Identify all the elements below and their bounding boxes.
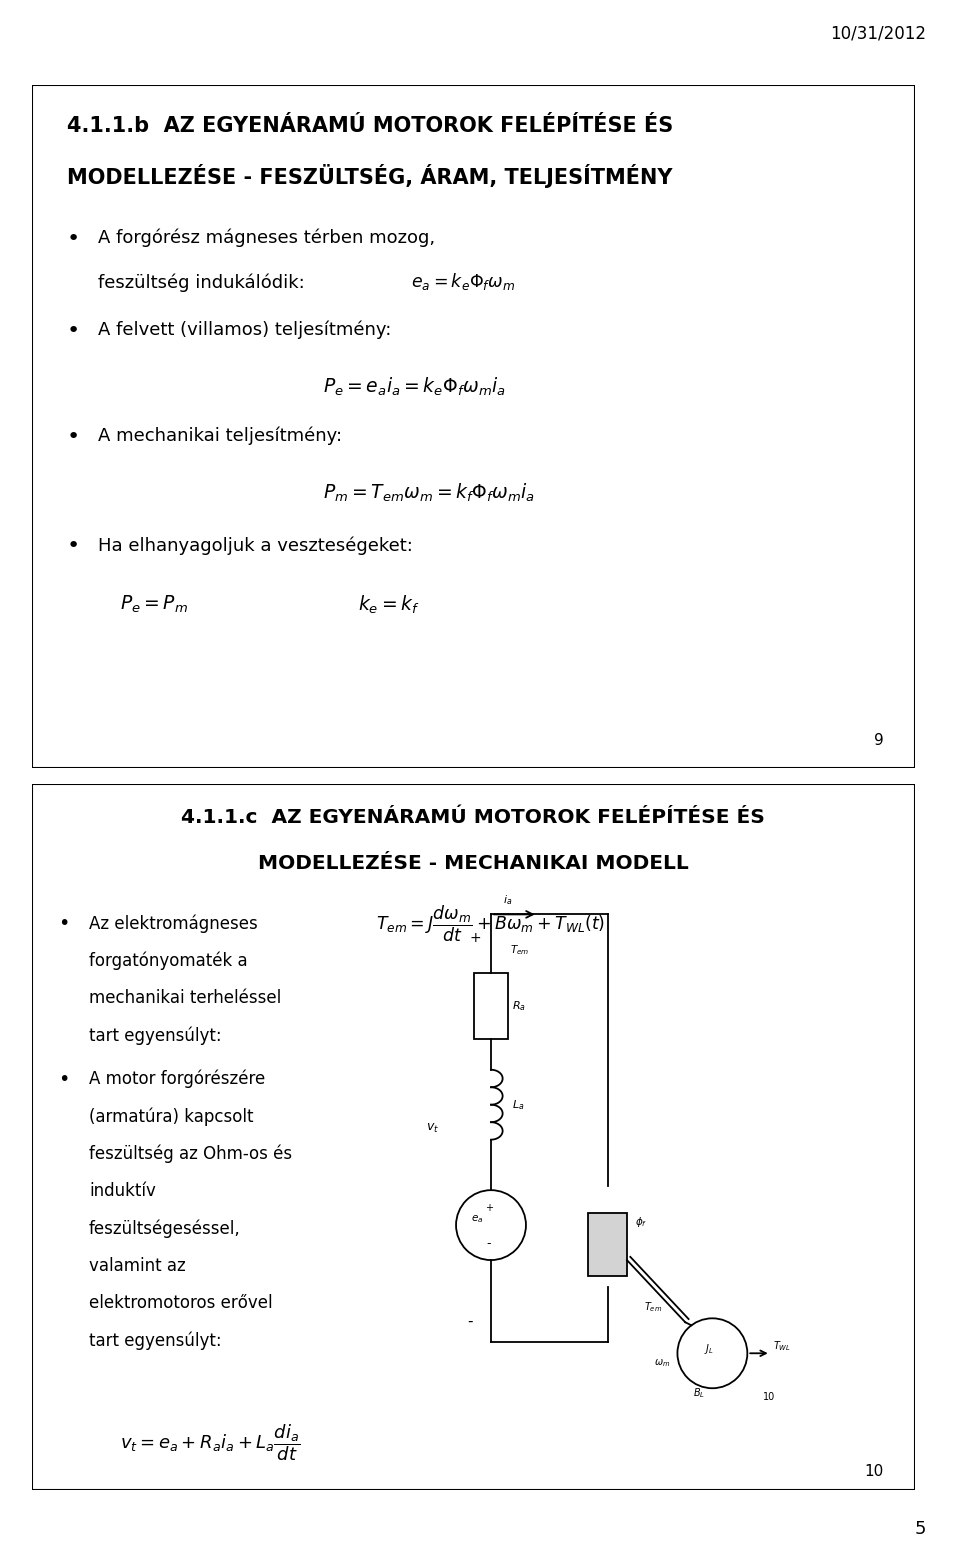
Text: 9: 9: [875, 733, 884, 748]
Text: mechanikai terheléssel: mechanikai terheléssel: [89, 989, 281, 1007]
Text: A mechanikai teljesítmény:: A mechanikai teljesítmény:: [98, 427, 342, 445]
Text: 10/31/2012: 10/31/2012: [830, 25, 926, 42]
Text: (armatúra) kapcsolt: (armatúra) kapcsolt: [89, 1107, 253, 1125]
Text: 4.1.1.b  AZ EGYENÁRAMÚ MOTOROK FELÉPÍTÉSE ÉS: 4.1.1.b AZ EGYENÁRAMÚ MOTOROK FELÉPÍTÉSE…: [67, 116, 673, 137]
Text: valamint az: valamint az: [89, 1257, 186, 1274]
Text: Ha elhanyagoljuk a veszteségeket:: Ha elhanyagoljuk a veszteségeket:: [98, 535, 413, 554]
Text: 10: 10: [865, 1465, 884, 1479]
Text: 4.1.1.c  AZ EGYENÁRAMÚ MOTOROK FELÉPÍTÉSE ÉS: 4.1.1.c AZ EGYENÁRAMÚ MOTOROK FELÉPÍTÉSE…: [181, 809, 765, 827]
Text: $L_a$: $L_a$: [513, 1097, 525, 1111]
Text: A forgórész mágneses térben mozog,: A forgórész mágneses térben mozog,: [98, 228, 435, 247]
Text: $k_e = k_f$: $k_e = k_f$: [358, 594, 420, 616]
Text: $v_t = e_a + R_a i_a + L_a \dfrac{di_a}{dt}$: $v_t = e_a + R_a i_a + L_a \dfrac{di_a}{…: [120, 1423, 300, 1464]
Text: $T_{WL}$: $T_{WL}$: [773, 1339, 791, 1353]
Text: elektromotoros erővel: elektromotoros erővel: [89, 1294, 273, 1313]
Text: $i_a$: $i_a$: [503, 892, 512, 906]
FancyBboxPatch shape: [32, 85, 915, 768]
Text: $P_m = T_{em}\omega_m = k_f\Phi_f\omega_m i_a$: $P_m = T_{em}\omega_m = k_f\Phi_f\omega_…: [324, 481, 536, 504]
Text: •: •: [67, 321, 81, 341]
Bar: [588, 1214, 627, 1276]
Text: •: •: [59, 914, 69, 933]
Text: $e_a = k_e\Phi_f\omega_m$: $e_a = k_e\Phi_f\omega_m$: [412, 272, 516, 292]
Text: forgatónyomaték a: forgatónyomaték a: [89, 951, 248, 970]
Text: •: •: [59, 1069, 69, 1090]
Text: feszültségeséssel,: feszültségeséssel,: [89, 1220, 241, 1238]
Text: $P_e = e_a i_a = k_e\Phi_f\omega_m i_a$: $P_e = e_a i_a = k_e\Phi_f\omega_m i_a$: [324, 376, 506, 397]
Text: 5: 5: [915, 1519, 926, 1538]
Text: induktív: induktív: [89, 1183, 156, 1200]
Text: $\omega_m$: $\omega_m$: [654, 1356, 670, 1369]
Text: $v_t$: $v_t$: [426, 1122, 440, 1135]
Text: tart egyensúlyt:: tart egyensúlyt:: [89, 1332, 222, 1350]
Text: $J_L$: $J_L$: [704, 1342, 713, 1356]
Text: feszültség indukálódik:: feszültség indukálódik:: [98, 273, 304, 292]
Text: $e_a$: $e_a$: [471, 1214, 484, 1225]
Text: $P_e = P_m$: $P_e = P_m$: [120, 594, 188, 616]
Text: $T_{em}$: $T_{em}$: [644, 1301, 662, 1315]
Text: $B_L$: $B_L$: [693, 1386, 705, 1400]
Text: A felvett (villamos) teljesítmény:: A felvett (villamos) teljesítmény:: [98, 321, 392, 340]
Text: $R_a$: $R_a$: [513, 999, 526, 1012]
Text: 10: 10: [763, 1392, 775, 1401]
Text: A motor forgórészére: A motor forgórészére: [89, 1069, 265, 1088]
Text: -: -: [487, 1237, 492, 1251]
Text: MODELLEZÉSE - MECHANIKAI MODELL: MODELLEZÉSE - MECHANIKAI MODELL: [258, 854, 688, 874]
Text: +: +: [469, 931, 481, 945]
Text: -: -: [468, 1315, 473, 1329]
Text: feszültség az Ohm-os és: feszültség az Ohm-os és: [89, 1145, 292, 1162]
Text: $T_{em} = J\dfrac{d\omega_m}{dt} + B\omega_m + T_{WL}(t)$: $T_{em} = J\dfrac{d\omega_m}{dt} + B\ome…: [376, 903, 606, 944]
Text: +: +: [485, 1203, 493, 1212]
Text: $\phi_f$: $\phi_f$: [635, 1215, 647, 1229]
Text: $T_{em}$: $T_{em}$: [511, 944, 530, 958]
FancyBboxPatch shape: [32, 784, 915, 1490]
Text: •: •: [67, 228, 81, 248]
Bar: [473, 973, 509, 1038]
Text: •: •: [67, 427, 81, 447]
Text: •: •: [67, 535, 81, 556]
Text: MODELLEZÉSE - FESZÜLTSÉG, ÁRAM, TELJESÍTMÉNY: MODELLEZÉSE - FESZÜLTSÉG, ÁRAM, TELJESÍT…: [67, 165, 673, 188]
Text: tart egyensúlyt:: tart egyensúlyt:: [89, 1027, 222, 1044]
Text: Az elektromágneses: Az elektromágneses: [89, 914, 258, 933]
